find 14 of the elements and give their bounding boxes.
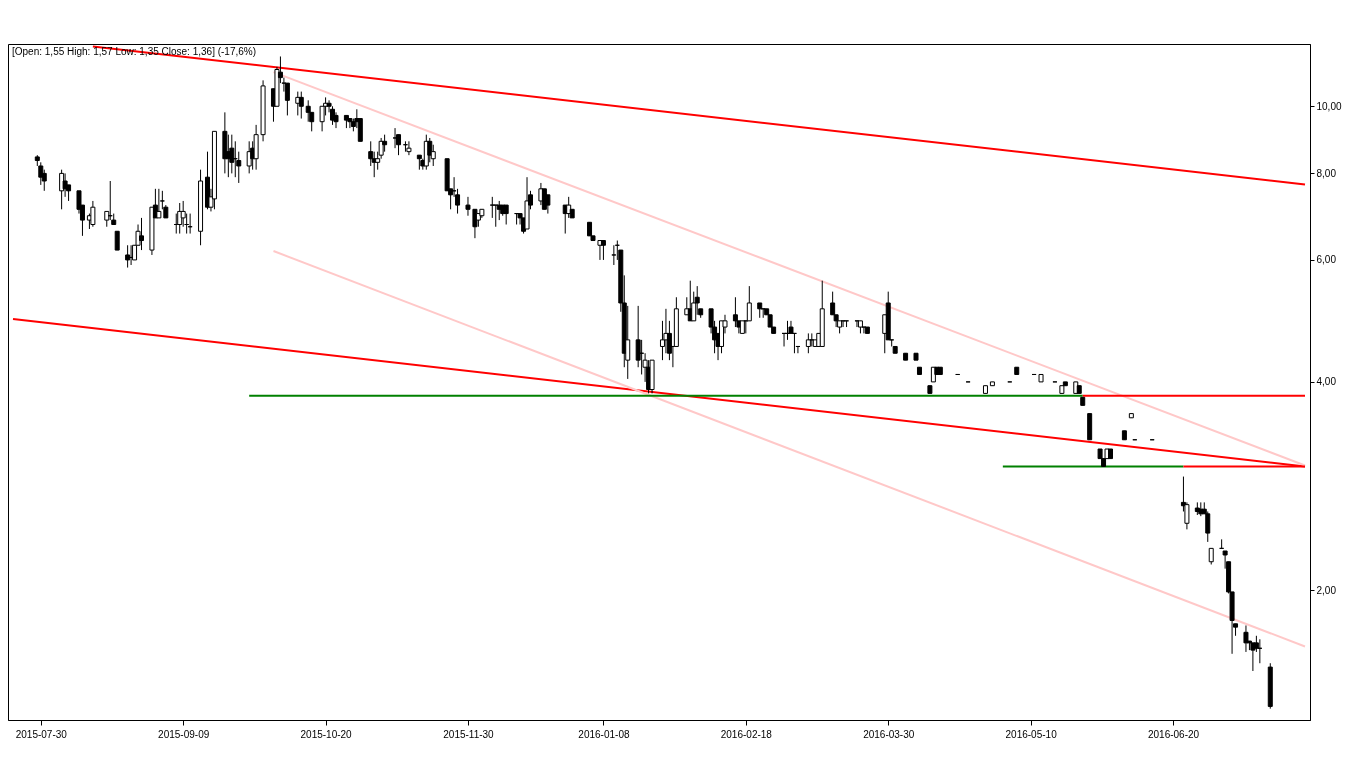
x-tick-label: 2015-07-30 [15,728,68,740]
y-tick-label: 10,00 [1316,100,1342,112]
x-tick-label: 2015-09-09 [158,728,210,740]
y-tick-label: 6,00 [1316,254,1337,266]
y-tick-label: 2,00 [1316,584,1337,596]
y-tick-label: 8,00 [1316,167,1337,179]
x-tick-label: 2016-05-10 [1005,728,1058,740]
x-tick-label: 2015-11-30 [443,728,495,740]
x-tick-label: 2016-02-18 [720,728,773,740]
x-tick-label: 2016-06-20 [1147,728,1200,740]
x-tick-label: 2016-01-08 [578,728,630,740]
x-tick-label: 2015-10-20 [300,728,353,740]
x-tick-label: 2016-03-30 [863,728,915,740]
y-tick-label: 4,00 [1316,376,1337,388]
